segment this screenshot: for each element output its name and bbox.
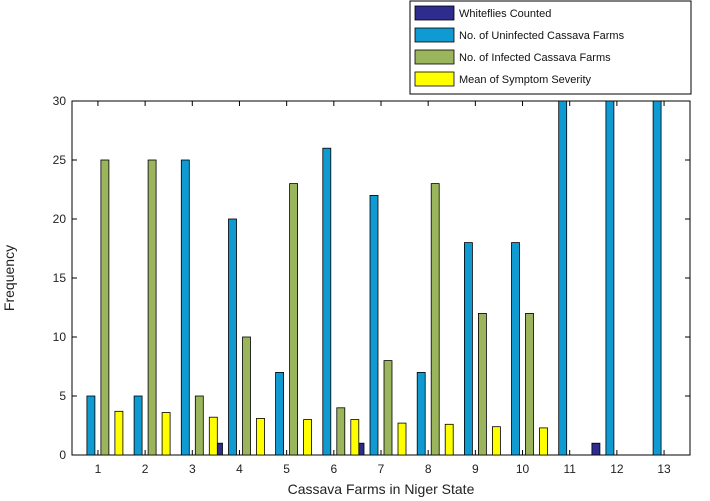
bar-no-of-uninfected-cassava-farms-5 — [275, 371, 285, 456]
bar-no-of-infected-cassava-farms-6 — [336, 407, 346, 456]
legend-swatch — [414, 5, 455, 21]
x-tick-label: 13 — [657, 462, 671, 476]
bar-mean-of-symptom-severity-9 — [491, 426, 501, 456]
y-tick-label: 30 — [53, 94, 67, 108]
bar-no-of-uninfected-cassava-farms-4 — [228, 218, 237, 456]
bar-no-of-infected-cassava-farms-4 — [242, 336, 251, 456]
legend: Whiteflies Counted No. of Uninfected Cass… — [409, 0, 692, 95]
bar-no-of-infected-cassava-farms-3 — [194, 395, 204, 456]
x-tick-label: 12 — [610, 462, 624, 476]
bar-no-of-infected-cassava-farms-5 — [289, 183, 299, 456]
bars-group — [86, 100, 662, 456]
x-axis-ticks: 1 2 3 4 5 6 7 8 9 10 11 12 13 — [95, 101, 671, 476]
legend-label: No. of Uninfected Cassava Farms — [459, 30, 625, 42]
y-tick-label: 10 — [53, 330, 67, 344]
legend-swatch — [414, 71, 455, 87]
bar-no-of-uninfected-cassava-farms-7 — [369, 194, 379, 456]
bar-no-of-uninfected-cassava-farms-2 — [133, 395, 143, 456]
bar-no-of-infected-cassava-farms-10 — [525, 312, 534, 456]
legend-swatch — [414, 49, 455, 65]
x-tick-label: 10 — [516, 462, 530, 476]
bar-no-of-uninfected-cassava-farms-10 — [511, 242, 520, 456]
bar-no-of-uninfected-cassava-farms-12 — [605, 100, 615, 456]
x-tick-label: 6 — [330, 462, 337, 476]
bar-no-of-infected-cassava-farms-2 — [147, 159, 157, 456]
y-axis-ticks: 0 5 10 15 20 25 30 — [53, 94, 690, 462]
y-tick-label: 15 — [53, 271, 67, 285]
x-tick-label: 2 — [142, 462, 149, 476]
x-tick-label: 4 — [236, 462, 243, 476]
x-axis-label: Cassava Farms in Niger State — [288, 481, 475, 497]
legend-label: Whiteflies Counted — [459, 8, 551, 20]
bar-mean-of-symptom-severity-4 — [256, 417, 265, 456]
bar-mean-of-symptom-severity-1 — [114, 410, 124, 456]
bar-no-of-uninfected-cassava-farms-3 — [180, 159, 190, 456]
bar-mean-of-symptom-severity-5 — [303, 419, 313, 456]
y-tick-label: 25 — [53, 153, 67, 167]
bar-no-of-uninfected-cassava-farms-11 — [558, 100, 568, 456]
bar-no-of-infected-cassava-farms-1 — [100, 159, 110, 456]
y-axis-label: Frequency — [1, 245, 17, 311]
y-tick-label: 0 — [59, 448, 66, 462]
bar-no-of-uninfected-cassava-farms-8 — [416, 371, 426, 456]
x-tick-label: 3 — [189, 462, 196, 476]
x-tick-label: 11 — [563, 462, 576, 476]
bar-no-of-infected-cassava-farms-8 — [430, 183, 440, 456]
y-tick-label: 20 — [53, 212, 67, 226]
bar-mean-of-symptom-severity-6 — [350, 419, 360, 456]
bar-no-of-infected-cassava-farms-9 — [477, 312, 487, 456]
legend-swatch — [414, 27, 455, 43]
bar-mean-of-symptom-severity-10 — [539, 427, 548, 456]
bar-mean-of-symptom-severity-3 — [208, 416, 218, 456]
legend-box — [409, 0, 692, 95]
bar-no-of-uninfected-cassava-farms-13 — [652, 100, 662, 456]
bar-no-of-infected-cassava-farms-7 — [383, 360, 393, 456]
x-tick-label: 5 — [283, 462, 290, 476]
bar-mean-of-symptom-severity-2 — [161, 412, 171, 456]
x-tick-label: 8 — [425, 462, 432, 476]
bar-mean-of-symptom-severity-8 — [444, 423, 454, 456]
legend-label: No. of Infected Cassava Farms — [459, 52, 611, 64]
bar-no-of-uninfected-cassava-farms-1 — [86, 395, 96, 456]
x-tick-label: 1 — [95, 462, 102, 476]
plot-area — [71, 100, 691, 456]
x-tick-label: 7 — [378, 462, 385, 476]
bar-no-of-uninfected-cassava-farms-6 — [322, 147, 332, 456]
x-tick-label: 9 — [472, 462, 479, 476]
y-tick-label: 5 — [59, 389, 66, 403]
bar-no-of-uninfected-cassava-farms-9 — [463, 242, 473, 456]
bar-mean-of-symptom-severity-7 — [397, 422, 407, 456]
legend-label: Mean of Symptom Severity — [459, 74, 592, 86]
bar-whiteflies-counted-12 — [591, 442, 601, 456]
